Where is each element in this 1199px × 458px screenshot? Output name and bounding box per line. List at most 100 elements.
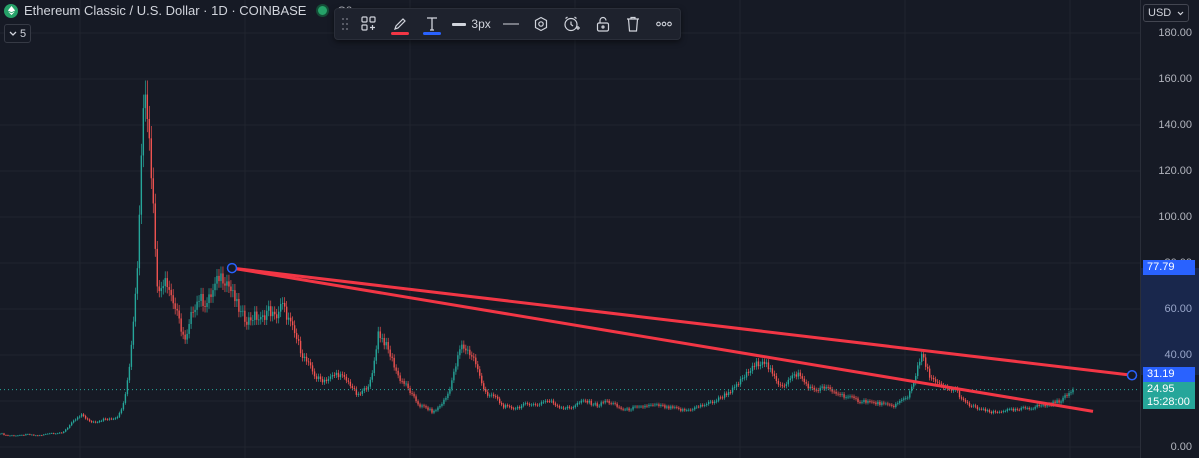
candle	[178, 304, 180, 324]
candle	[471, 351, 473, 361]
lock-button[interactable]	[588, 9, 618, 39]
candle	[303, 353, 306, 362]
trendline-anchor-start[interactable]	[226, 262, 238, 274]
candle	[827, 384, 829, 390]
indicators-toggle-button[interactable]: 5	[4, 24, 32, 43]
candle	[903, 396, 905, 402]
candle	[281, 297, 284, 310]
candle	[839, 392, 841, 398]
candle	[793, 371, 795, 379]
trendline-upper[interactable]	[231, 266, 1133, 377]
candle	[552, 398, 555, 406]
candle	[29, 433, 31, 436]
candle	[514, 406, 517, 411]
candle	[502, 402, 505, 410]
candle	[421, 403, 423, 409]
candle	[869, 399, 871, 404]
candle	[702, 403, 704, 408]
candle	[771, 365, 774, 377]
candle	[849, 394, 851, 399]
line-style-button[interactable]	[497, 9, 527, 39]
chart-plot-area[interactable]	[0, 0, 1140, 458]
delete-button[interactable]	[618, 9, 648, 39]
more-button[interactable]	[648, 9, 680, 39]
candle	[698, 405, 700, 409]
candle	[652, 403, 654, 407]
candle	[315, 373, 318, 382]
market-status-icon[interactable]	[316, 4, 330, 17]
candle	[397, 367, 399, 379]
candle	[1028, 406, 1030, 411]
candle	[791, 372, 794, 382]
candle	[853, 394, 855, 400]
candle	[678, 406, 680, 411]
candle	[630, 408, 632, 412]
candle	[855, 395, 857, 401]
candle	[713, 399, 716, 405]
candle	[741, 375, 744, 382]
trendline-drawings[interactable]	[226, 262, 1138, 413]
candle	[911, 384, 913, 394]
candle	[39, 434, 41, 437]
candle	[240, 305, 242, 318]
candle	[164, 271, 166, 293]
candle	[801, 373, 803, 382]
candle	[608, 399, 610, 406]
candle	[986, 408, 989, 413]
candle	[210, 288, 212, 303]
candle	[445, 396, 447, 402]
candle	[202, 287, 204, 312]
candle	[709, 399, 712, 404]
candle	[80, 413, 83, 418]
candle	[982, 407, 985, 411]
trendline-lower[interactable]	[231, 266, 1094, 413]
symbol-title[interactable]: Ethereum Classic / U.S. Dollar · 1D · CO…	[24, 3, 307, 18]
candle	[276, 308, 278, 324]
candle	[536, 403, 539, 407]
pencil-icon	[393, 18, 406, 30]
candle	[68, 424, 71, 429]
candle	[692, 407, 694, 412]
candle	[1014, 407, 1016, 413]
candle	[72, 419, 75, 424]
text-color-button[interactable]	[417, 9, 447, 39]
candle	[114, 416, 117, 421]
add-alert-button[interactable]	[556, 9, 588, 39]
price-tick-label: 140.00	[1158, 119, 1192, 131]
candle	[560, 405, 563, 410]
candle	[893, 404, 895, 409]
candle	[845, 395, 847, 400]
price-tick-label: 40.00	[1164, 349, 1192, 361]
line-color-button[interactable]	[383, 9, 417, 39]
candle	[715, 398, 718, 404]
candle	[63, 431, 65, 434]
currency-select[interactable]: USD	[1143, 4, 1189, 22]
candle	[112, 417, 115, 421]
candle	[491, 392, 493, 398]
settings-button[interactable]	[526, 9, 556, 39]
text-color-swatch	[422, 32, 441, 35]
trendline-anchor-end[interactable]	[1126, 370, 1138, 381]
price-axis[interactable]: 180.00160.00140.00120.00100.0080.0060.00…	[1140, 0, 1199, 458]
candle	[385, 337, 387, 350]
candle	[190, 306, 192, 329]
candle	[670, 404, 672, 410]
line-width-button[interactable]: 3px	[447, 9, 497, 39]
candle	[725, 391, 728, 398]
candle	[272, 306, 274, 322]
candle	[417, 399, 419, 407]
candle	[739, 376, 742, 387]
drag-handle-icon[interactable]	[335, 9, 355, 39]
candle	[393, 354, 395, 371]
candle	[717, 395, 720, 403]
candle	[779, 381, 782, 388]
candle	[590, 398, 592, 407]
candle	[443, 397, 445, 406]
candle	[1022, 405, 1024, 410]
candle	[510, 405, 513, 410]
candle	[594, 401, 596, 407]
candle	[564, 406, 567, 410]
templates-button[interactable]	[355, 9, 383, 39]
candle	[968, 401, 971, 408]
candle	[180, 313, 182, 337]
